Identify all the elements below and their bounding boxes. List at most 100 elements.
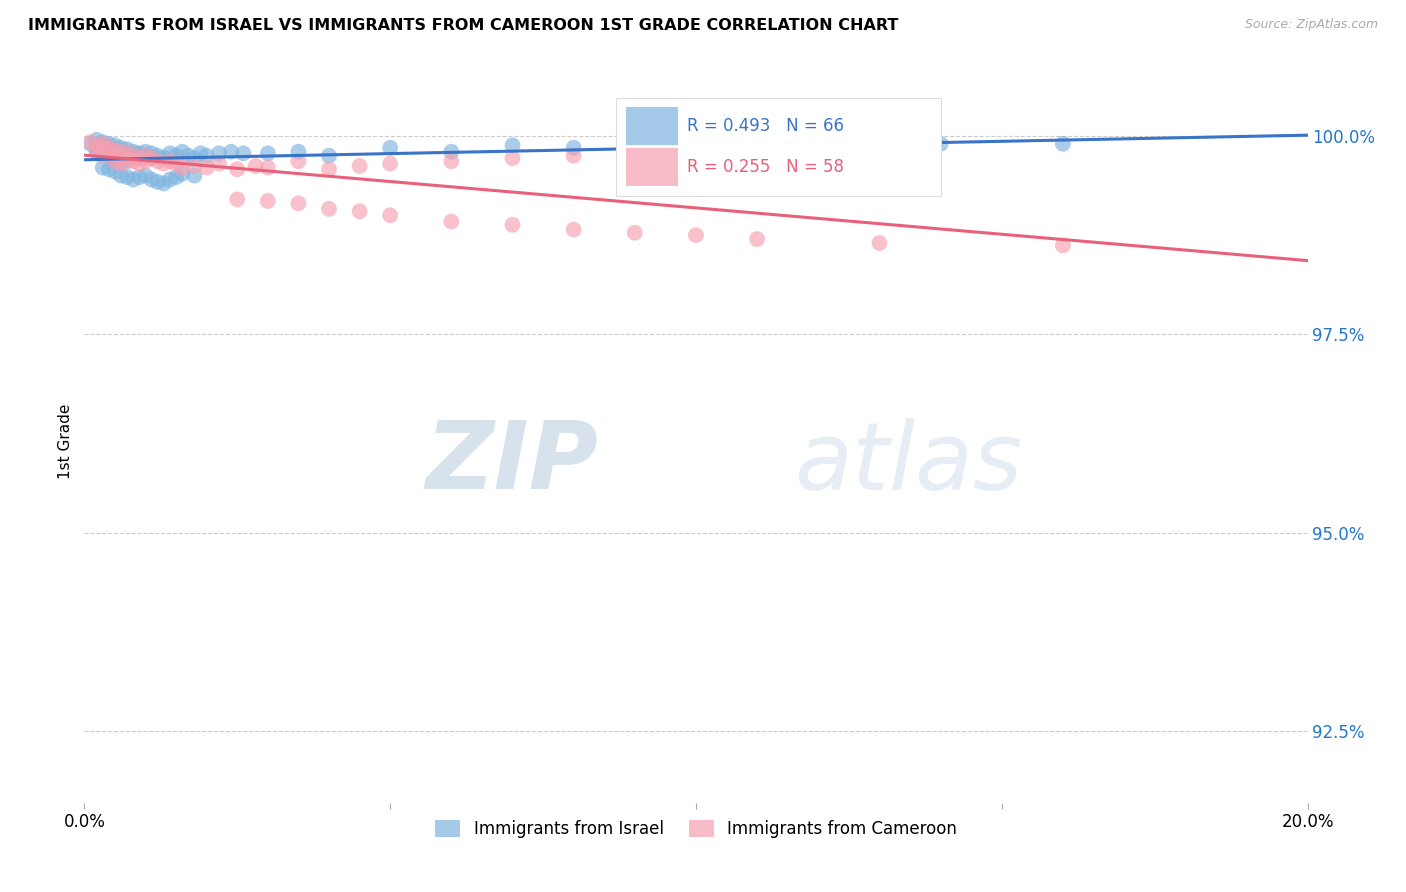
Point	[208, 146, 231, 161]
Point	[128, 151, 150, 165]
Point	[747, 149, 769, 163]
Text: Source: ZipAtlas.com: Source: ZipAtlas.com	[1244, 18, 1378, 31]
Point	[86, 133, 108, 147]
Point	[172, 167, 194, 181]
Point	[318, 149, 340, 163]
Point	[115, 146, 138, 161]
Point	[104, 149, 127, 163]
Point	[122, 149, 145, 163]
Point	[97, 149, 120, 163]
Point	[104, 154, 127, 169]
Point	[226, 193, 249, 207]
Point	[685, 136, 707, 151]
Point	[110, 151, 132, 165]
Point	[115, 146, 138, 161]
Point	[165, 149, 187, 163]
Point	[86, 138, 108, 153]
Point	[195, 161, 218, 175]
Point	[159, 172, 181, 186]
Point	[128, 170, 150, 185]
Point	[219, 145, 242, 159]
Point	[195, 149, 218, 163]
Point	[115, 170, 138, 185]
Point	[115, 142, 138, 156]
Point	[257, 146, 280, 161]
Point	[110, 145, 132, 159]
Point	[183, 159, 205, 173]
Point	[97, 162, 120, 177]
Point	[257, 161, 280, 175]
Point	[440, 145, 463, 159]
Point	[146, 175, 169, 189]
Point	[807, 135, 830, 149]
Point	[110, 141, 132, 155]
Point	[349, 159, 371, 173]
Point	[349, 204, 371, 219]
Text: R = 0.255   N = 58: R = 0.255 N = 58	[688, 158, 845, 176]
Point	[91, 141, 114, 155]
Point	[91, 146, 114, 161]
Point	[190, 146, 212, 161]
Point	[624, 138, 647, 153]
Point	[79, 136, 101, 151]
Text: atlas: atlas	[794, 417, 1022, 508]
Point	[172, 161, 194, 175]
Point	[146, 149, 169, 163]
Point	[172, 145, 194, 159]
Point	[1052, 136, 1074, 151]
Y-axis label: 1st Grade: 1st Grade	[58, 404, 73, 479]
Text: R = 0.493   N = 66: R = 0.493 N = 66	[688, 117, 845, 135]
Point	[287, 145, 309, 159]
Point	[502, 151, 524, 165]
Point	[104, 151, 127, 165]
Point	[110, 153, 132, 167]
Point	[86, 141, 108, 155]
Point	[135, 154, 157, 169]
FancyBboxPatch shape	[616, 98, 941, 196]
Point	[318, 202, 340, 216]
Point	[183, 169, 205, 183]
Point	[135, 149, 157, 163]
Point	[226, 162, 249, 177]
FancyBboxPatch shape	[626, 148, 678, 186]
Point	[97, 146, 120, 161]
Point	[159, 154, 181, 169]
Point	[79, 135, 101, 149]
Point	[122, 149, 145, 163]
Point	[183, 151, 205, 165]
Point	[128, 156, 150, 170]
Point	[153, 156, 176, 170]
Point	[86, 143, 108, 157]
Point	[91, 135, 114, 149]
Point	[440, 214, 463, 228]
Point	[232, 146, 254, 161]
Point	[104, 164, 127, 178]
Text: ZIP: ZIP	[425, 417, 598, 509]
Point	[177, 149, 200, 163]
Point	[97, 141, 120, 155]
Point	[141, 151, 163, 165]
Point	[135, 145, 157, 159]
Point	[128, 146, 150, 161]
Point	[562, 222, 585, 236]
Point	[104, 143, 127, 157]
Point	[287, 196, 309, 211]
Point	[562, 149, 585, 163]
Point	[128, 151, 150, 165]
Point	[624, 226, 647, 240]
Point	[86, 145, 108, 159]
Point	[135, 169, 157, 183]
Point	[685, 228, 707, 243]
Point	[153, 151, 176, 165]
Point	[135, 149, 157, 163]
Point	[104, 143, 127, 157]
Point	[245, 159, 267, 173]
Point	[685, 146, 707, 161]
Point	[122, 154, 145, 169]
Point	[380, 156, 402, 170]
Point	[110, 169, 132, 183]
Point	[380, 141, 402, 155]
Point	[91, 161, 114, 175]
Point	[141, 172, 163, 186]
Point	[624, 149, 647, 163]
